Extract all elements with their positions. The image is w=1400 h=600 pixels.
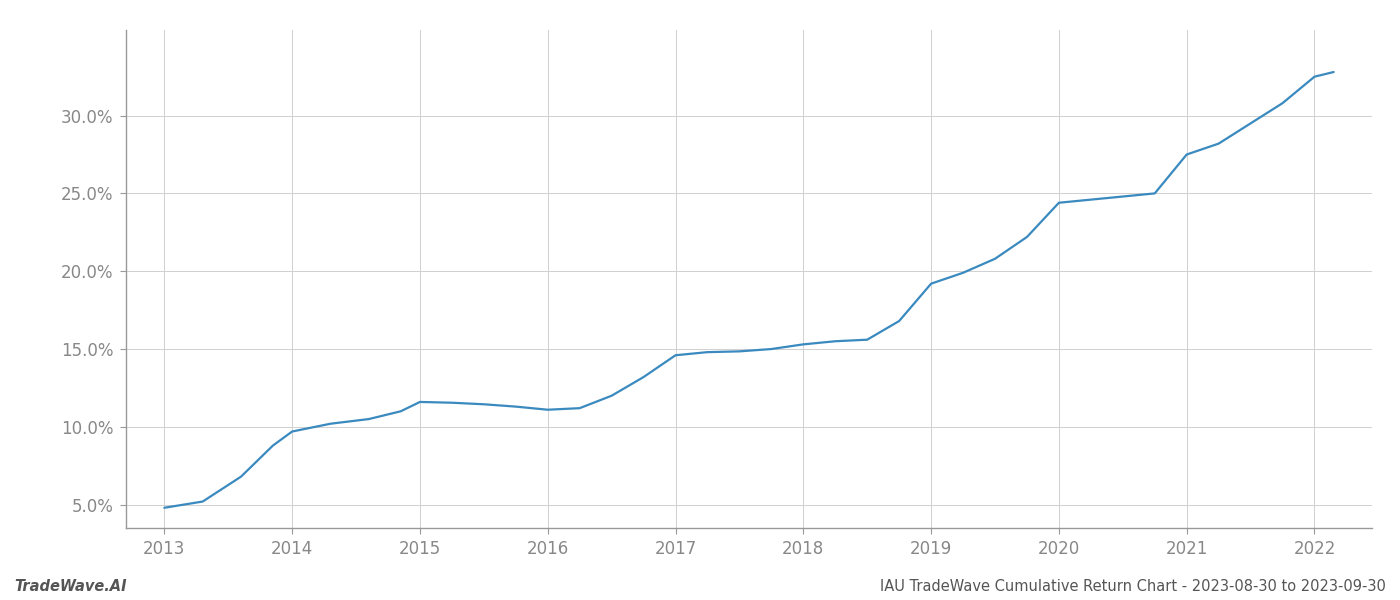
Text: TradeWave.AI: TradeWave.AI	[14, 579, 126, 594]
Text: IAU TradeWave Cumulative Return Chart - 2023-08-30 to 2023-09-30: IAU TradeWave Cumulative Return Chart - …	[881, 579, 1386, 594]
